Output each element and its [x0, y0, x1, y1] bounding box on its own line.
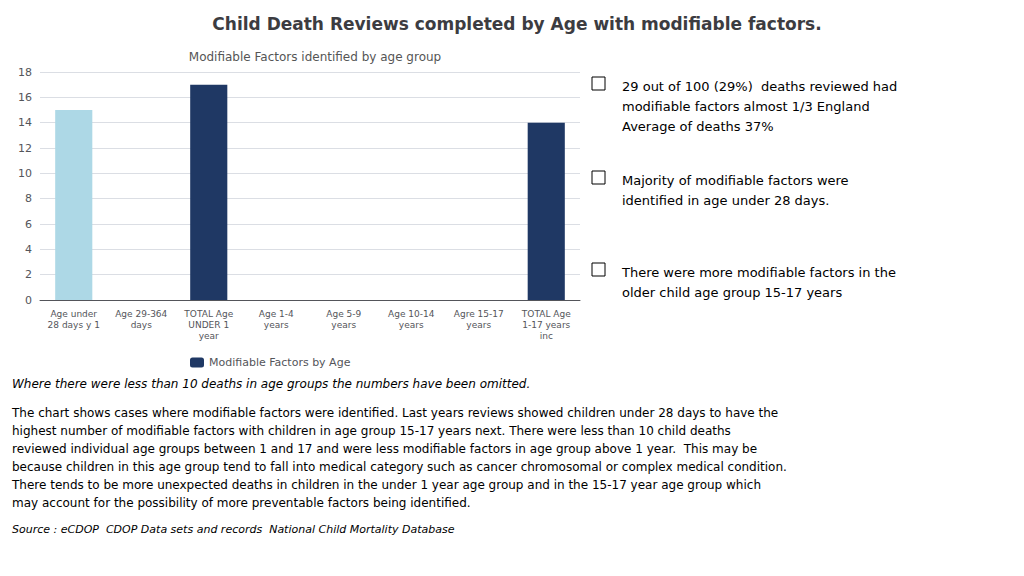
- svg-text:Age 29-364: Age 29-364: [115, 309, 167, 319]
- svg-text:Age 10-14: Age 10-14: [388, 309, 435, 319]
- svg-text:12: 12: [18, 142, 32, 155]
- svg-text:0: 0: [25, 294, 32, 307]
- svg-text:8: 8: [25, 192, 32, 205]
- svg-text:identified in age under 28 day: identified in age under 28 days.: [622, 193, 829, 208]
- svg-text:There tends to be more unexpec: There tends to be more unexpected deaths…: [11, 478, 761, 492]
- svg-text:years: years: [264, 320, 289, 330]
- svg-text:1-17 years: 1-17 years: [522, 320, 570, 330]
- svg-text:TOTAL Age: TOTAL Age: [183, 309, 233, 319]
- svg-text:6: 6: [25, 218, 32, 231]
- svg-text:10: 10: [18, 167, 32, 180]
- svg-text:TOTAL Age: TOTAL Age: [521, 309, 571, 319]
- svg-text:Modifiable Factors by Age: Modifiable Factors by Age: [209, 356, 351, 369]
- svg-text:reviewed individual age groups: reviewed individual age groups between 1…: [12, 442, 757, 456]
- svg-text:years: years: [399, 320, 424, 330]
- svg-text:because children in this age g: because children in this age group tend …: [12, 460, 787, 474]
- svg-text:inc: inc: [540, 331, 553, 341]
- svg-text:Majority of modifiable factors: Majority of modifiable factors were: [622, 173, 849, 188]
- svg-text:years: years: [466, 320, 491, 330]
- svg-text:2: 2: [25, 268, 32, 281]
- svg-text:Age under: Age under: [50, 309, 97, 319]
- svg-text:28 days y 1: 28 days y 1: [48, 320, 100, 330]
- svg-text:4: 4: [25, 243, 32, 256]
- svg-text:Child Death Reviews completed: Child Death Reviews completed by Age wit…: [212, 14, 821, 34]
- svg-text:18: 18: [18, 66, 32, 79]
- svg-text:older child age group 15-17 ye: older child age group 15-17 years: [622, 285, 842, 300]
- svg-text:year: year: [199, 331, 219, 341]
- svg-text:UNDER 1: UNDER 1: [188, 320, 229, 330]
- svg-text:Where there were less than 10: Where there were less than 10 deaths in …: [12, 377, 530, 391]
- svg-text:Agre 15-17: Agre 15-17: [454, 309, 504, 319]
- svg-text:Average of deaths 37%: Average of deaths 37%: [622, 119, 774, 134]
- svg-text:days: days: [131, 320, 153, 330]
- svg-text:29 out of 100 (29%) deaths re: 29 out of 100 (29%) deaths reviewed had: [622, 79, 897, 94]
- svg-text:may account for the possibilit: may account for the possibility of more …: [12, 496, 471, 510]
- svg-text:Source : eCDOP CDOP Data sets: Source : eCDOP CDOP Data sets and record…: [12, 523, 455, 536]
- svg-text:14: 14: [18, 116, 32, 129]
- svg-text:years: years: [331, 320, 356, 330]
- svg-text:The chart shows cases where mo: The chart shows cases where modifiable f…: [11, 406, 778, 420]
- svg-text:16: 16: [18, 91, 32, 104]
- svg-text:highest number of modifiable f: highest number of modifiable factors wit…: [12, 424, 731, 438]
- svg-text:Age 1-4: Age 1-4: [259, 309, 294, 319]
- svg-text:Age 5-9: Age 5-9: [326, 309, 361, 319]
- svg-text:modifiable factors almost 1/3: modifiable factors almost 1/3 England: [622, 99, 870, 114]
- svg-text:Modifiable Factors identified: Modifiable Factors identified by age gro…: [189, 50, 441, 64]
- svg-text:There were more modifiable fac: There were more modifiable factors in th…: [621, 265, 896, 280]
